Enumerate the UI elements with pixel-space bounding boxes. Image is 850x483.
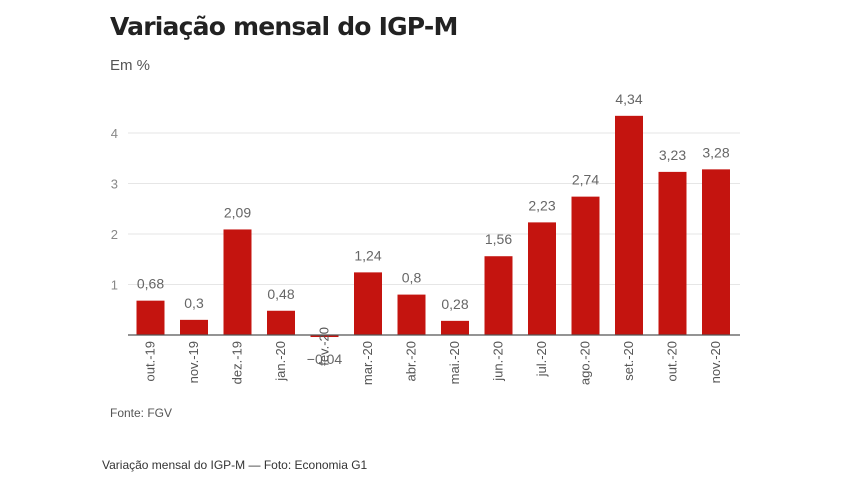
bar <box>615 115 643 335</box>
chart-subtitle: Em % <box>110 57 151 74</box>
x-tick-label: out.-19 <box>143 341 158 381</box>
x-tick-label: mar.-20 <box>360 341 375 385</box>
data-label: 3,23 <box>659 147 686 163</box>
x-tick-label: out.-20 <box>665 341 680 381</box>
data-label: 0,48 <box>267 286 294 302</box>
data-label: 0,8 <box>402 270 422 286</box>
y-tick-label: 3 <box>111 177 118 192</box>
bar <box>571 196 600 335</box>
bar <box>441 320 469 335</box>
bar <box>180 319 208 335</box>
data-label: 2,09 <box>224 204 251 220</box>
x-tick-label: set.-20 <box>621 341 636 381</box>
x-tick-label: ago.-20 <box>578 341 593 385</box>
grid-layer: 1 2 3 4 <box>111 126 740 293</box>
x-tick-label: abr.-20 <box>404 341 419 381</box>
bar <box>310 335 339 338</box>
bars-layer <box>128 115 740 338</box>
chart-title: Variação mensal do IGP-M <box>110 12 458 41</box>
data-label: 2,23 <box>528 197 555 213</box>
y-tick-label: 2 <box>111 227 118 242</box>
bar <box>354 272 382 335</box>
data-label: −0,04 <box>307 351 343 367</box>
x-tick-label: nov.-19 <box>186 341 201 383</box>
data-label: 0,3 <box>184 295 204 311</box>
bar <box>267 310 295 335</box>
y-tick-label: 4 <box>111 126 118 141</box>
data-label: 2,74 <box>572 172 599 188</box>
photo-caption: Variação mensal do IGP-M — Foto: Economi… <box>102 458 368 472</box>
source-note: Fonte: FGV <box>110 406 173 420</box>
bar <box>658 171 687 335</box>
data-label: 1,56 <box>485 231 512 247</box>
bar <box>484 256 513 335</box>
x-tick-label: jun.-20 <box>491 341 506 382</box>
bar <box>223 229 252 335</box>
x-tick-label: jan.-20 <box>273 341 288 382</box>
x-tick-label: fev.-20 <box>317 327 332 366</box>
x-tick-label: dez.-19 <box>230 341 245 384</box>
bar <box>702 169 730 335</box>
bar <box>397 294 426 335</box>
bar <box>136 300 165 335</box>
bar <box>528 222 556 335</box>
data-label: 4,34 <box>615 91 642 107</box>
data-label: 3,28 <box>702 144 729 160</box>
y-tick-label: 1 <box>111 278 118 293</box>
x-tick-label: nov.-20 <box>708 341 723 383</box>
data-label: 1,24 <box>354 247 381 263</box>
labels-layer: 0,68 out.-19 0,3 nov.-19 2,09 dez.-19 0,48 jan.… <box>137 91 730 385</box>
data-label: 0,28 <box>441 296 468 312</box>
x-tick-label: mai.-20 <box>447 341 462 384</box>
data-label: 0,68 <box>137 276 164 292</box>
x-tick-label: jul.-20 <box>534 341 549 377</box>
